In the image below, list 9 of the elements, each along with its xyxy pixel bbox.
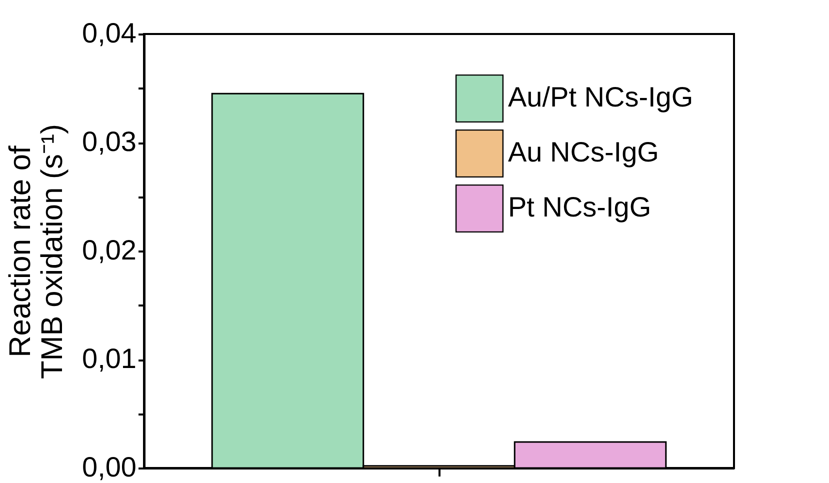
legend-label: Au/Pt NCs-IgG [508, 82, 694, 112]
y-tick-label: 0,04 [82, 18, 136, 48]
y-tick-label: 0,03 [82, 126, 136, 157]
y-axis-title: Reaction rate of TMB oxidation (s⁻¹) [4, 124, 70, 380]
y-tick-label: 0,00 [82, 452, 136, 482]
legend-label: Pt NCs-IgG [508, 192, 652, 222]
y-tick-label: 0,01 [82, 343, 136, 374]
legend-label: Au NCs-IgG [508, 136, 659, 168]
y-tick-label: 0,02 [82, 234, 136, 266]
